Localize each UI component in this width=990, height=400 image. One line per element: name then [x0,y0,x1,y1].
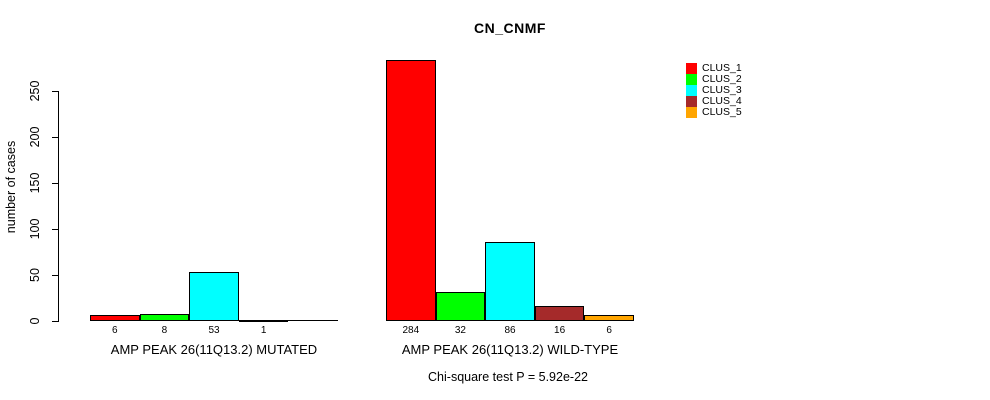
y-tick-label: 200 [28,126,42,148]
legend-swatch [686,85,697,96]
y-tick [52,91,58,92]
bar-value-label: 8 [161,325,168,336]
legend-item: CLUS_3 [686,85,742,96]
y-tick-label: 150 [28,172,42,194]
bar-clus_4-group1 [238,319,289,322]
bar-value-label: 1 [260,325,267,336]
y-tick-label: 100 [28,218,42,240]
legend-item: CLUS_4 [686,96,742,107]
legend-item: CLUS_5 [686,107,742,118]
bar-clus_4-group2 [534,306,585,321]
y-axis-label: number of cases [4,140,18,234]
bar-value-label: 284 [402,325,420,336]
y-tick [52,321,58,322]
legend-swatch [686,107,697,118]
bar-value-label: 32 [454,325,466,336]
bar-clus_1-group2 [386,59,436,321]
legend-label: CLUS_4 [702,95,742,107]
legend-swatch [686,96,697,107]
legend-item: CLUS_1 [686,63,742,74]
y-tick [52,275,58,276]
bar-value-label: 86 [504,325,516,336]
bar-value-label: 6 [112,325,118,336]
bar-clus_1-group1 [90,315,140,321]
legend-label: CLUS_3 [702,84,742,96]
bar-value-label: 53 [208,325,220,336]
bar-value-label: 16 [554,325,566,336]
x-group-label-wildtype: AMP PEAK 26(11Q13.2) WILD-TYPE [401,342,619,357]
y-axis-line [58,91,59,322]
bar-clus_2-group2 [435,291,486,321]
bar-clus_2-group1 [139,313,190,321]
y-tick-label: 250 [28,80,42,102]
chart-title: CN_CNMF [474,20,546,36]
chi-square-annotation: Chi-square test P = 5.92e-22 [428,370,588,384]
legend: CLUS_1 CLUS_2 CLUS_3 CLUS_4 CLUS_5 [686,63,742,118]
y-tick [52,183,58,184]
y-tick [52,229,58,230]
legend-label: CLUS_2 [702,73,742,85]
y-tick-label: 50 [28,268,42,282]
legend-swatch [686,63,697,74]
legend-swatch [686,74,697,85]
legend-label: CLUS_1 [702,62,742,74]
legend-item: CLUS_2 [686,74,742,85]
bar-clus_5-group2 [584,315,634,321]
x-group-label-mutated: AMP PEAK 26(11Q13.2) MUTATED [110,342,318,357]
y-tick [52,137,58,138]
bar-value-label: 6 [606,325,612,336]
bar-clus_3-group2 [485,241,535,321]
legend-label: CLUS_5 [702,106,742,118]
bar-clus_3-group1 [189,272,239,321]
y-tick-label: 0 [28,317,42,325]
